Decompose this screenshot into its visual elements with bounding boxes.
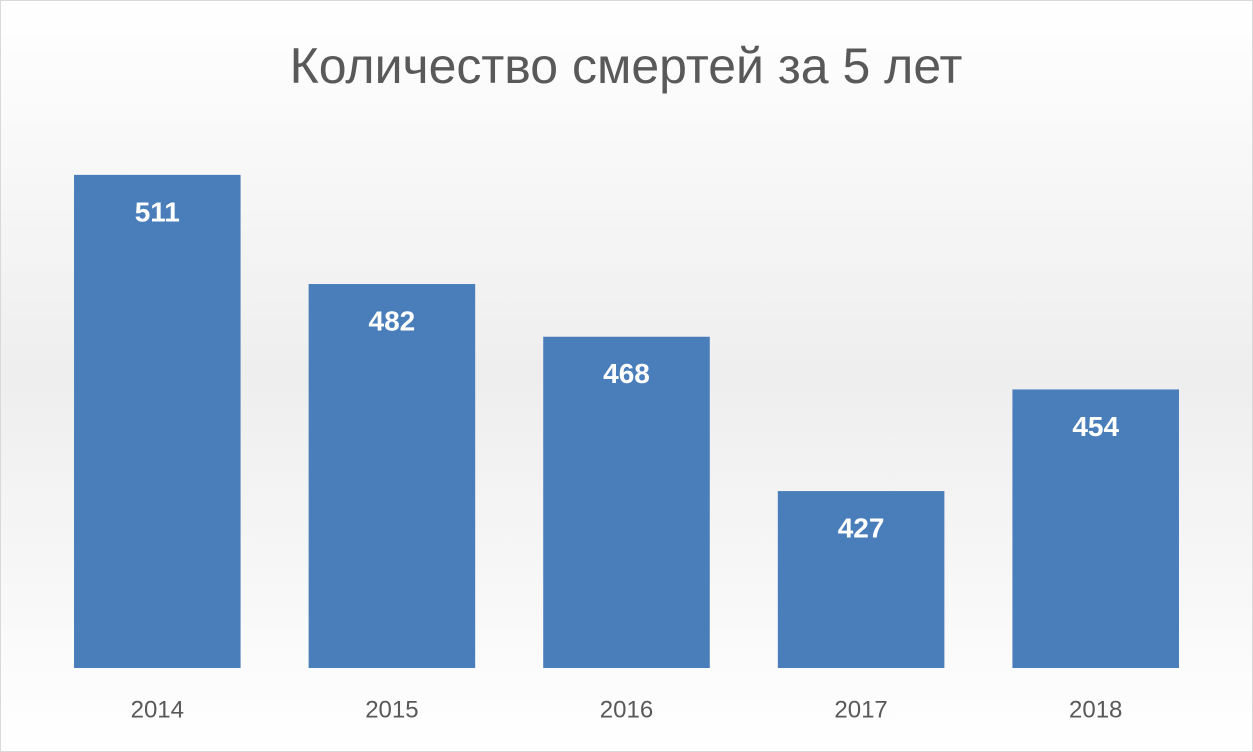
data-label: 511 (135, 196, 180, 227)
data-label: 468 (603, 358, 650, 389)
data-label: 482 (369, 305, 416, 336)
bar (543, 336, 710, 668)
chart-title: Количество смертей за 5 лет (290, 38, 963, 94)
bar (777, 491, 945, 668)
x-tick-label: 2018 (1069, 696, 1122, 723)
x-tick-label: 2017 (834, 696, 887, 723)
x-tick-label: 2016 (600, 696, 653, 723)
bar (308, 284, 476, 668)
x-tick-label: 2015 (365, 696, 418, 723)
bar (74, 174, 241, 668)
x-tick-label: 2014 (131, 696, 184, 723)
bar (1012, 389, 1179, 668)
data-label: 427 (838, 512, 885, 543)
data-label: 454 (1072, 411, 1119, 442)
